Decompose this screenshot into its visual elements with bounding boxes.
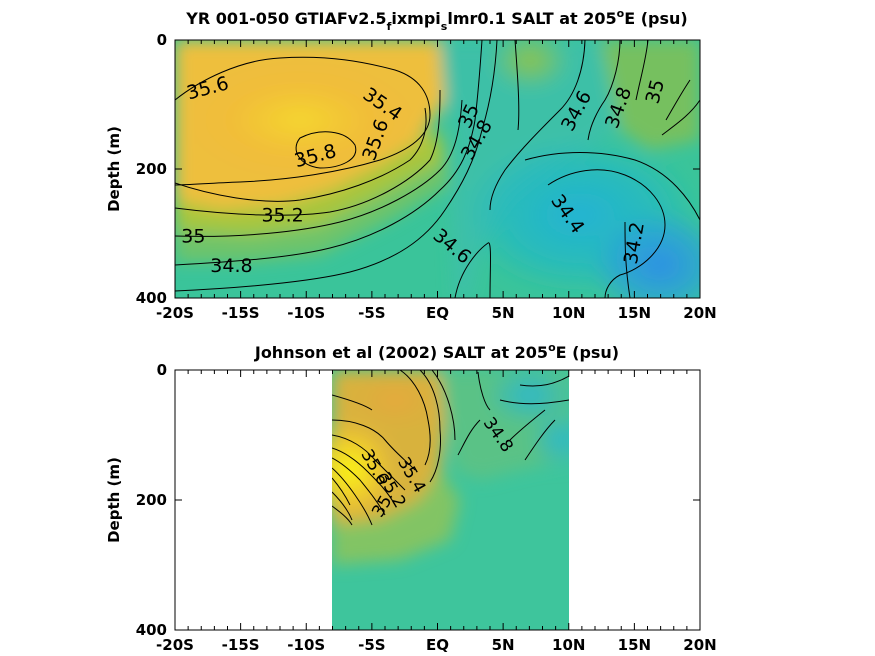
chart-bottom-title: Johnson et al (2002) SALT at 205oE (psu) — [254, 341, 619, 362]
contour-label: 35.2 — [261, 204, 303, 226]
chart-top-ylabel: Depth (m) — [105, 126, 123, 212]
x-tick-label: 5N — [492, 304, 515, 322]
chart-top-field — [175, 40, 700, 298]
x-tick-label: -10S — [287, 304, 325, 322]
x-tick-label: -10S — [287, 636, 325, 654]
x-tick-label: 20N — [683, 304, 716, 322]
chart-top: YR 001-050 GTIAFv2.5fixmpislmr0.1 SALT a… — [105, 7, 717, 322]
x-tick-label: -5S — [358, 636, 385, 654]
x-tick-label: -15S — [222, 636, 260, 654]
y-tick-label: 400 — [136, 289, 167, 307]
chart-top-title: YR 001-050 GTIAFv2.5fixmpislmr0.1 SALT a… — [185, 7, 687, 33]
x-tick-label: -5S — [358, 304, 385, 322]
x-tick-label: 15N — [618, 636, 651, 654]
x-tick-label: 10N — [552, 636, 585, 654]
contour-label: 34.8 — [210, 255, 252, 277]
x-tick-label: EQ — [426, 636, 449, 654]
y-tick-label: 0 — [157, 31, 167, 49]
y-tick-label: 200 — [136, 160, 167, 178]
x-tick-label: 20N — [683, 636, 716, 654]
x-tick-label: -20S — [156, 304, 194, 322]
chart-top-x-axis: -20S -15S -10S -5S EQ 5N 10N 15N 20N — [156, 40, 717, 322]
chart-bottom-field — [332, 370, 569, 630]
y-tick-label: 200 — [136, 491, 167, 509]
chart-bottom-x-axis: -20S -15S -10S -5S EQ 5N 10N 15N 20N — [156, 370, 717, 654]
chart-top-y-axis: 0 200 400 — [136, 31, 700, 307]
chart-bottom: Johnson et al (2002) SALT at 205oE (psu) — [105, 341, 717, 654]
x-tick-label: 10N — [552, 304, 585, 322]
contour-label: 35 — [181, 226, 205, 248]
y-tick-label: 400 — [136, 621, 167, 639]
x-tick-label: -15S — [222, 304, 260, 322]
chart-bottom-y-axis: 0 200 400 — [136, 361, 700, 639]
y-tick-label: 0 — [157, 361, 167, 379]
x-tick-label: 15N — [618, 304, 651, 322]
x-tick-label: 5N — [492, 636, 515, 654]
x-tick-label: -20S — [156, 636, 194, 654]
x-tick-label: EQ — [426, 304, 449, 322]
chart-bottom-ylabel: Depth (m) — [105, 457, 123, 543]
